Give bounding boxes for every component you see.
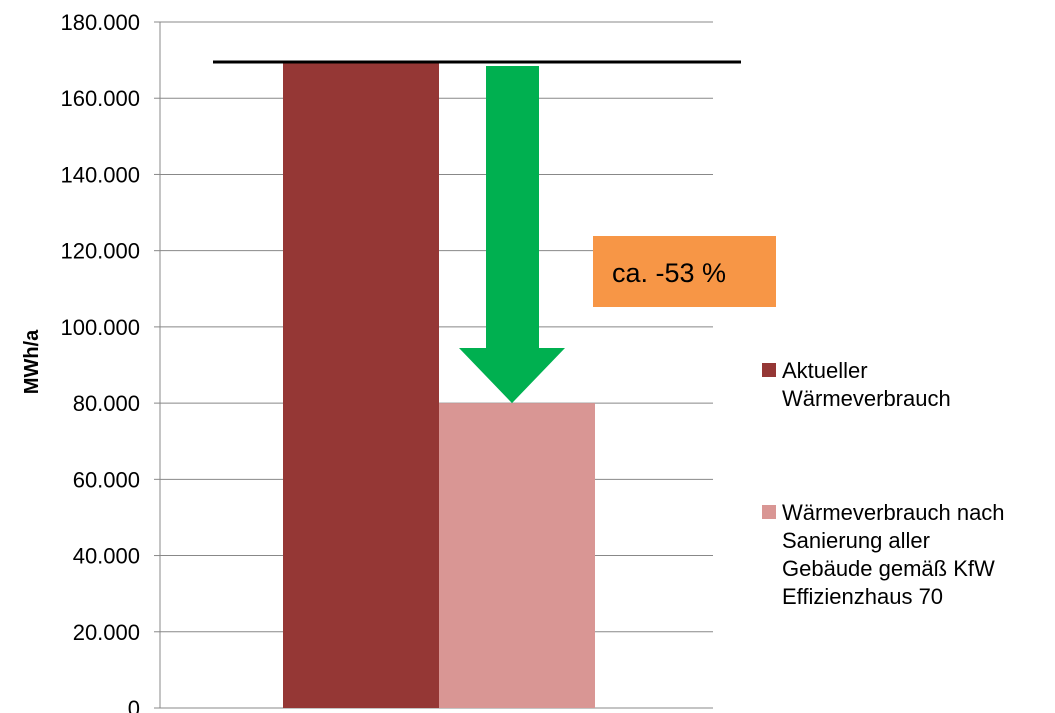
annotation-layer: ca. -53 % xyxy=(459,66,776,404)
bar-layer xyxy=(283,62,595,709)
y-tick-label: 140.000 xyxy=(60,162,140,187)
legend-label: Effizienzhaus 70 xyxy=(782,584,943,609)
bar-2 xyxy=(439,403,595,708)
y-tick-label: 120.000 xyxy=(60,239,140,264)
y-tick-label: 100.000 xyxy=(60,315,140,340)
y-tick-label: 40.000 xyxy=(73,544,140,569)
y-axis-ticks: 0 20.000 40.000 60.000 80.000 100.000 120.000 1… xyxy=(60,10,140,713)
legend-label: Sanierung aller xyxy=(782,528,930,553)
legend-label: Wärmeverbrauch xyxy=(782,386,951,411)
legend-swatch xyxy=(762,363,776,377)
reduction-arrow xyxy=(459,66,565,404)
legend-item: Aktueller Wärmeverbrauch xyxy=(762,358,951,411)
legend-item: Wärmeverbrauch nach Sanierung aller Gebäud… xyxy=(762,500,1005,609)
callout-text: ca. -53 % xyxy=(612,258,726,288)
callout-box xyxy=(593,236,776,307)
legend: Aktueller Wärmeverbrauch Wärmeverbrauch na… xyxy=(762,358,1005,609)
y-axis-title: MWh/a xyxy=(21,329,43,394)
bar-1 xyxy=(283,62,439,709)
legend-label: Gebäude gemäß KfW xyxy=(782,556,995,581)
legend-label: Wärmeverbrauch nach xyxy=(782,500,1005,525)
y-tick-label: 160.000 xyxy=(60,86,140,111)
y-tick-label: 20.000 xyxy=(73,620,140,645)
y-tick-label: 180.000 xyxy=(60,10,140,35)
legend-label: Aktueller xyxy=(782,358,868,383)
legend-swatch xyxy=(762,505,776,519)
y-tick-label: 80.000 xyxy=(73,391,140,416)
y-tick-label: 0 xyxy=(128,696,140,713)
y-tick-label: 60.000 xyxy=(73,467,140,492)
